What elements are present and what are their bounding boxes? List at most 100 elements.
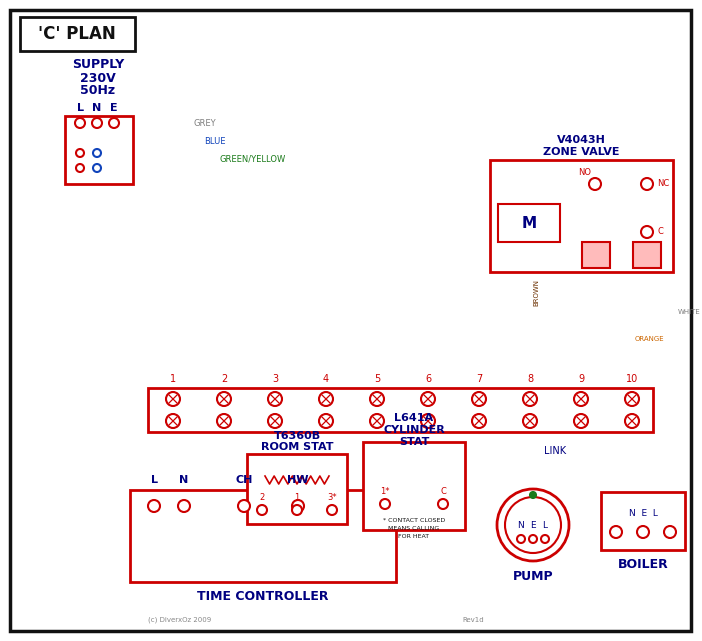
Text: CYLINDER: CYLINDER xyxy=(383,425,445,435)
Bar xyxy=(20,17,135,51)
Text: STAT: STAT xyxy=(399,437,429,447)
Circle shape xyxy=(75,118,85,128)
Circle shape xyxy=(421,392,435,406)
Text: SUPPLY: SUPPLY xyxy=(72,58,124,72)
Circle shape xyxy=(166,414,180,428)
Text: 4: 4 xyxy=(323,374,329,384)
Circle shape xyxy=(380,499,390,509)
Text: 6: 6 xyxy=(425,374,431,384)
Text: L: L xyxy=(77,103,84,113)
Bar xyxy=(633,242,661,268)
Text: 1*: 1* xyxy=(380,487,390,496)
Text: ZONE VALVE: ZONE VALVE xyxy=(543,147,619,157)
Circle shape xyxy=(574,392,588,406)
Circle shape xyxy=(610,526,622,538)
Circle shape xyxy=(268,414,282,428)
Text: V4043H: V4043H xyxy=(557,135,605,145)
Text: N: N xyxy=(93,103,102,113)
Text: C: C xyxy=(440,487,446,496)
Circle shape xyxy=(472,414,486,428)
Bar xyxy=(363,442,465,530)
Circle shape xyxy=(637,526,649,538)
Text: ROOM STAT: ROOM STAT xyxy=(260,442,333,452)
Circle shape xyxy=(641,178,653,190)
Text: T6360B: T6360B xyxy=(274,431,321,441)
Circle shape xyxy=(529,535,537,543)
Circle shape xyxy=(92,118,102,128)
Text: TIME CONTROLLER: TIME CONTROLLER xyxy=(197,590,329,603)
Text: 7: 7 xyxy=(476,374,482,384)
Circle shape xyxy=(472,392,486,406)
Text: PUMP: PUMP xyxy=(512,570,553,583)
Text: 8: 8 xyxy=(527,374,533,384)
Circle shape xyxy=(523,414,537,428)
Bar xyxy=(130,490,396,582)
Circle shape xyxy=(574,414,588,428)
Circle shape xyxy=(664,526,676,538)
Circle shape xyxy=(109,118,119,128)
Text: HW: HW xyxy=(287,475,309,485)
Text: 9: 9 xyxy=(578,374,584,384)
Circle shape xyxy=(166,392,180,406)
Circle shape xyxy=(148,500,160,512)
Circle shape xyxy=(505,497,561,553)
Circle shape xyxy=(438,499,448,509)
Text: BLUE: BLUE xyxy=(204,137,225,146)
Text: L641A: L641A xyxy=(395,413,434,423)
Text: 'C' PLAN: 'C' PLAN xyxy=(38,25,116,43)
Circle shape xyxy=(217,392,231,406)
Bar xyxy=(148,388,653,432)
Text: (c) DiverxOz 2009: (c) DiverxOz 2009 xyxy=(148,617,211,623)
Circle shape xyxy=(93,164,101,172)
Circle shape xyxy=(292,500,304,512)
Circle shape xyxy=(178,500,190,512)
Text: E: E xyxy=(110,103,118,113)
Circle shape xyxy=(530,492,536,498)
Bar xyxy=(498,204,560,242)
Circle shape xyxy=(292,505,302,515)
Circle shape xyxy=(319,392,333,406)
Circle shape xyxy=(319,414,333,428)
Text: BROWN: BROWN xyxy=(533,278,539,306)
Bar xyxy=(601,492,685,550)
Text: Rev1d: Rev1d xyxy=(462,617,484,623)
Circle shape xyxy=(257,505,267,515)
Circle shape xyxy=(268,392,282,406)
Circle shape xyxy=(370,392,384,406)
Circle shape xyxy=(238,500,250,512)
Text: NC: NC xyxy=(657,179,669,188)
Circle shape xyxy=(217,414,231,428)
Text: 3*: 3* xyxy=(327,493,337,502)
Text: * CONTACT CLOSED: * CONTACT CLOSED xyxy=(383,517,445,522)
Circle shape xyxy=(517,535,525,543)
Text: BOILER: BOILER xyxy=(618,558,668,572)
Circle shape xyxy=(370,414,384,428)
Circle shape xyxy=(76,149,84,157)
Text: WHITE: WHITE xyxy=(678,309,701,315)
Text: FOR HEAT: FOR HEAT xyxy=(399,533,430,538)
Circle shape xyxy=(625,392,639,406)
Text: 5: 5 xyxy=(374,374,380,384)
Bar xyxy=(247,454,347,524)
Text: E: E xyxy=(530,520,536,529)
Circle shape xyxy=(497,489,569,561)
Text: 2: 2 xyxy=(259,493,265,502)
Text: CH: CH xyxy=(235,475,253,485)
Circle shape xyxy=(421,414,435,428)
Text: C: C xyxy=(657,228,663,237)
Text: N: N xyxy=(180,475,189,485)
Circle shape xyxy=(589,178,601,190)
Text: NO: NO xyxy=(578,168,592,177)
Circle shape xyxy=(625,414,639,428)
Text: ORANGE: ORANGE xyxy=(635,336,665,342)
Circle shape xyxy=(523,392,537,406)
Text: MEANS CALLING: MEANS CALLING xyxy=(388,526,439,531)
Text: 1: 1 xyxy=(170,374,176,384)
Bar xyxy=(490,160,673,272)
Circle shape xyxy=(327,505,337,515)
Text: N: N xyxy=(517,520,524,529)
Text: L: L xyxy=(150,475,157,485)
Text: L: L xyxy=(543,520,548,529)
Text: 1: 1 xyxy=(294,493,300,502)
Text: 2: 2 xyxy=(221,374,227,384)
